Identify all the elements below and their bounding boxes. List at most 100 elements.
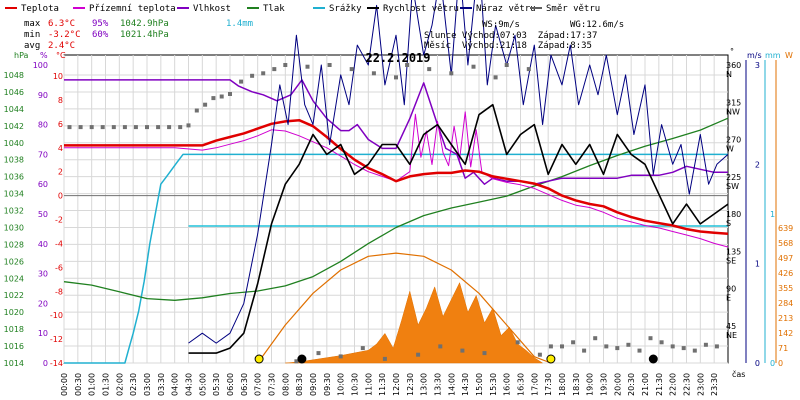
x-tick-11:30: 11:30	[378, 373, 387, 396]
dir-point	[681, 346, 686, 351]
w-tick-284: 284	[778, 299, 793, 308]
temp-tick--8: -8	[55, 287, 63, 296]
ws-label: WS:9m/s	[482, 20, 520, 30]
x-tick-15:30: 15:30	[489, 373, 498, 396]
x-tick-17:00: 17:00	[530, 373, 539, 396]
ms-axis-label: m/s	[747, 51, 762, 60]
dir-point	[493, 75, 498, 80]
x-tick-01:00: 01:00	[88, 373, 97, 396]
dir-point	[637, 348, 642, 353]
x-tick-10:00: 10:00	[337, 373, 346, 396]
pct-tick-10: 10	[38, 329, 48, 338]
hpa-tick-1044: 1044	[4, 105, 24, 114]
hpa-tick-1028: 1028	[4, 240, 24, 249]
legend-swatch-hum	[177, 7, 189, 9]
dir-point	[294, 359, 299, 364]
pct-tick-20: 20	[38, 299, 48, 308]
dir-tick-225: 225	[726, 173, 741, 182]
ms-tick-1: 1	[755, 260, 760, 269]
dir-point	[145, 125, 149, 130]
dir-point	[604, 344, 609, 349]
dir-point	[515, 340, 520, 345]
x-tick-09:00: 09:00	[309, 373, 318, 396]
temp-tick-10: 10	[53, 72, 63, 81]
hpa-tick-1014: 1014	[4, 359, 24, 368]
x-tick-22:00: 22:00	[669, 373, 678, 396]
dir-point	[203, 102, 208, 107]
stats-hum-min: 60%	[92, 30, 109, 40]
hpa-tick-1024: 1024	[4, 274, 24, 283]
dir-point	[371, 71, 376, 76]
temp-tick--14: -14	[50, 359, 63, 368]
legend-swatch-press	[247, 7, 259, 9]
pct-tick-50: 50	[38, 210, 48, 219]
x-tick-07:30: 07:30	[268, 373, 277, 396]
x-tick-18:00: 18:00	[558, 373, 567, 396]
dir-point	[272, 67, 277, 72]
w-tick-0: 0	[778, 359, 783, 368]
dir-point	[186, 123, 191, 128]
dir-point	[482, 351, 487, 356]
x-tick-19:30: 19:30	[600, 373, 609, 396]
x-tick-02:00: 02:00	[115, 373, 124, 396]
pct-tick-100: 100	[33, 61, 48, 70]
x-tick-08:00: 08:00	[281, 373, 290, 396]
x-tick-16:30: 16:30	[517, 373, 526, 396]
legend-label-press: Tlak	[263, 4, 285, 14]
x-tick-20:00: 20:00	[613, 373, 622, 396]
w-tick-568: 568	[778, 239, 793, 248]
pct-tick-80: 80	[38, 121, 48, 130]
x-tick-14:00: 14:00	[447, 373, 456, 396]
w-tick-497: 497	[778, 254, 793, 263]
w-tick-213: 213	[778, 314, 793, 323]
hpa-tick-1036: 1036	[4, 173, 24, 182]
x-tick-19:00: 19:00	[586, 373, 595, 396]
dir-point	[526, 67, 531, 72]
dir-point	[316, 351, 321, 356]
hpa-tick-1040: 1040	[4, 139, 24, 148]
dir-point	[449, 71, 454, 76]
dir-point	[405, 63, 410, 67]
x-tick-14:30: 14:30	[461, 373, 470, 396]
dir-point	[156, 125, 161, 130]
pct-tick-40: 40	[38, 240, 48, 249]
pct-tick-30: 30	[38, 270, 48, 279]
dir-point	[427, 67, 432, 72]
hpa-tick-1046: 1046	[4, 88, 24, 97]
pct-tick-90: 90	[38, 91, 48, 100]
dir-point	[228, 92, 232, 96]
dir-point	[471, 64, 476, 69]
mm-axis-label: mm	[765, 51, 781, 60]
dir-name-E: E	[726, 294, 731, 303]
moonrise-marker	[648, 354, 658, 364]
hpa-tick-1020: 1020	[4, 308, 24, 317]
dir-axis-label: °	[730, 47, 734, 56]
w-tick-639: 639	[778, 224, 793, 233]
dir-tick-315: 315	[726, 98, 741, 107]
dir-point	[582, 348, 587, 353]
dir-point	[78, 125, 83, 130]
x-axis-label: čas	[732, 369, 745, 379]
pct-axis-label: %	[40, 51, 48, 60]
moonset-marker	[297, 354, 307, 364]
hpa-tick-1030: 1030	[4, 223, 24, 232]
dir-name-SE: SE	[726, 256, 736, 265]
temp-tick--4: -4	[55, 239, 63, 248]
dir-point	[626, 342, 631, 347]
dir-point	[460, 348, 465, 353]
dir-tick-90: 90	[726, 285, 736, 294]
moon-info: Měsíc Východ:21:18 Západ:8:35	[424, 41, 592, 51]
hpa-tick-1016: 1016	[4, 342, 24, 351]
solar-area	[285, 282, 544, 364]
dir-point	[89, 125, 94, 130]
legend-swatch-wind	[367, 7, 379, 9]
temp-tick-4: 4	[58, 144, 63, 153]
dir-point	[703, 342, 708, 347]
temp-tick-8: 8	[58, 96, 63, 105]
x-tick-21:30: 21:30	[655, 373, 664, 396]
x-tick-16:00: 16:00	[503, 373, 512, 396]
x-tick-21:00: 21:00	[641, 373, 650, 396]
dir-point	[194, 108, 199, 113]
x-tick-08:30: 08:30	[295, 373, 304, 396]
